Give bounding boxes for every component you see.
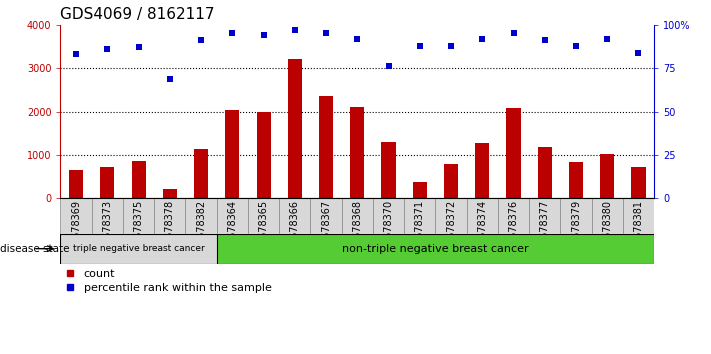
Text: GSM678377: GSM678377 [540, 200, 550, 259]
Bar [569, 162, 583, 198]
Bar [560, 198, 592, 234]
Point [476, 36, 488, 41]
Bar [69, 170, 83, 198]
Text: GSM678379: GSM678379 [571, 200, 581, 259]
Bar [435, 198, 466, 234]
Point [351, 36, 363, 41]
Bar [444, 164, 458, 198]
Point [164, 76, 176, 81]
Text: GSM678376: GSM678376 [508, 200, 518, 259]
Text: GSM678380: GSM678380 [602, 200, 612, 259]
Bar [529, 198, 560, 234]
Bar [248, 198, 279, 234]
Bar [186, 198, 217, 234]
Text: GSM678373: GSM678373 [102, 200, 112, 259]
Bar [288, 59, 301, 198]
Point [102, 46, 113, 52]
Bar [92, 198, 123, 234]
Text: GSM678367: GSM678367 [321, 200, 331, 259]
Text: GSM678374: GSM678374 [477, 200, 487, 259]
Point [289, 27, 301, 33]
Text: GSM678369: GSM678369 [71, 200, 81, 259]
Bar [538, 147, 552, 198]
Point [133, 45, 144, 50]
Bar [132, 161, 146, 198]
Bar [592, 198, 623, 234]
Bar [631, 167, 646, 198]
Bar [475, 143, 489, 198]
Point [602, 36, 613, 41]
Text: GSM678372: GSM678372 [446, 200, 456, 259]
Text: GSM678382: GSM678382 [196, 200, 206, 259]
Point [321, 30, 332, 36]
Text: GSM678375: GSM678375 [134, 200, 144, 259]
Point [258, 32, 269, 38]
Bar [506, 108, 520, 198]
Point [633, 50, 644, 55]
Bar [351, 107, 364, 198]
Text: triple negative breast cancer: triple negative breast cancer [73, 244, 205, 253]
Bar [404, 198, 435, 234]
Text: GSM678371: GSM678371 [415, 200, 424, 259]
Bar [600, 154, 614, 198]
Text: GSM678368: GSM678368 [352, 200, 363, 259]
Text: non-triple negative breast cancer: non-triple negative breast cancer [342, 244, 529, 254]
Bar [217, 234, 654, 264]
Bar [311, 198, 342, 234]
Bar [623, 198, 654, 234]
Bar [163, 189, 177, 198]
Point [227, 30, 238, 36]
Text: GSM678364: GSM678364 [228, 200, 237, 259]
Text: GSM678365: GSM678365 [259, 200, 269, 259]
Bar [413, 182, 427, 198]
Point [445, 43, 456, 48]
Bar [319, 96, 333, 198]
Text: disease state: disease state [0, 244, 70, 254]
Bar [60, 198, 92, 234]
Point [383, 64, 394, 69]
Bar [373, 198, 404, 234]
Bar [279, 198, 311, 234]
Bar [154, 198, 186, 234]
Bar [257, 112, 271, 198]
Point [414, 43, 425, 48]
Text: GDS4069 / 8162117: GDS4069 / 8162117 [60, 7, 215, 22]
Point [539, 38, 550, 43]
Bar [225, 110, 240, 198]
Bar [382, 142, 395, 198]
Text: GSM678378: GSM678378 [165, 200, 175, 259]
Bar [60, 234, 217, 264]
Text: GSM678370: GSM678370 [383, 200, 393, 259]
Bar [342, 198, 373, 234]
Point [508, 30, 519, 36]
Legend: count, percentile rank within the sample: count, percentile rank within the sample [66, 269, 272, 293]
Text: GSM678366: GSM678366 [290, 200, 300, 259]
Bar [466, 198, 498, 234]
Text: GSM678381: GSM678381 [634, 200, 643, 259]
Point [196, 38, 207, 43]
Bar [194, 149, 208, 198]
Bar [123, 198, 154, 234]
Point [570, 43, 582, 48]
Bar [100, 167, 114, 198]
Point [70, 51, 82, 57]
Bar [217, 198, 248, 234]
Bar [498, 198, 529, 234]
